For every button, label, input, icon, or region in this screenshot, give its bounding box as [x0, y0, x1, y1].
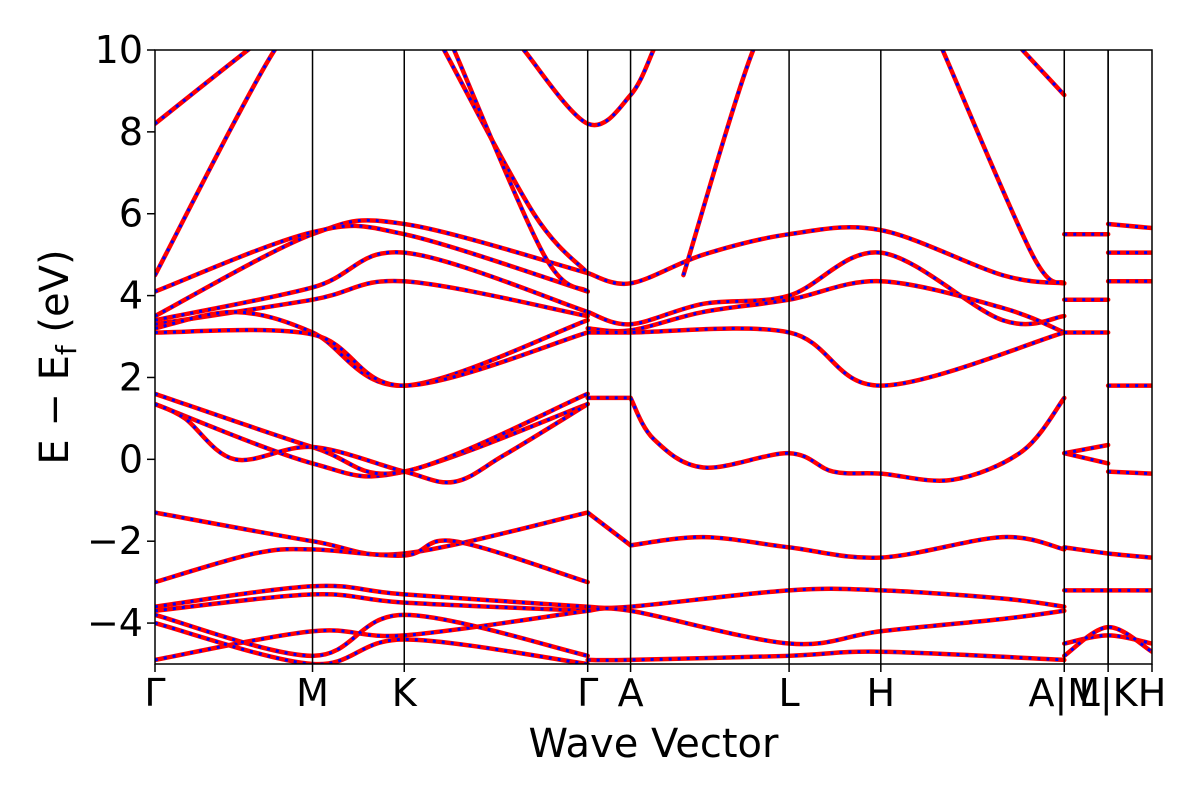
band-line-overlay [155, 218, 589, 318]
band-line [628, 534, 1067, 561]
band-line [628, 395, 1067, 483]
band-line-overlay [587, 251, 1065, 326]
x-tick-label: K [392, 671, 418, 715]
band-line-overlay [442, 50, 589, 275]
band-line [155, 620, 590, 664]
band-line [155, 50, 278, 278]
band-line [155, 510, 590, 557]
band-line-overlay [587, 587, 1065, 610]
band-line-overlay [1063, 443, 1109, 455]
x-axis-ticks: Γ M K Γ A L H A|ML|K H [144, 664, 1166, 716]
band-line-overlay [1107, 222, 1152, 230]
bands-layer [155, 50, 1152, 664]
y-tick-label: 0 [119, 437, 143, 481]
band-line-overlay [452, 50, 589, 293]
band-line-overlay [155, 224, 589, 293]
kpath-lines [311, 50, 1109, 664]
y-tick-label: 10 [95, 28, 143, 72]
band-line-overlay [155, 310, 589, 388]
band-line-overlay [1063, 633, 1152, 646]
band-line-overlay [155, 592, 588, 613]
band-line-overlay [155, 279, 588, 326]
band-line-overlay [941, 50, 1066, 285]
band-line-overlay [155, 584, 588, 609]
band-line-overlay [155, 613, 589, 658]
x-tick-label: A|M [1028, 671, 1100, 716]
x-tick-label: M [296, 671, 329, 715]
band-line-overlay [155, 50, 251, 125]
band-line [940, 50, 1067, 286]
band-line-overlay [1064, 545, 1152, 560]
plot-frame [154, 49, 1153, 665]
band-line [585, 224, 1067, 287]
band-line-overlay [630, 535, 1065, 560]
x-tick-label: L [779, 671, 800, 715]
band-line-overlay [587, 650, 1065, 662]
x-tick-label: L|K [1079, 671, 1139, 716]
band-line-overlay [522, 50, 655, 127]
band-line [521, 50, 656, 128]
band-line-overlay [1063, 451, 1109, 465]
band-line-overlay [155, 538, 589, 584]
band-line [585, 606, 1067, 647]
band-line-overlay [155, 328, 589, 388]
x-tick-label: H [1138, 671, 1167, 715]
band-line-overlay [587, 327, 1065, 388]
y-tick-label: −2 [87, 519, 143, 563]
x-tick-label: Γ [577, 671, 598, 715]
band-line-overlay [587, 606, 1065, 646]
y-tick-label: 2 [119, 355, 143, 399]
band-line-overlay [155, 621, 588, 664]
x-axis-title: Wave Vector [529, 721, 780, 767]
band-line [155, 391, 590, 477]
band-line [585, 326, 1067, 388]
band-line-overlay [1021, 50, 1066, 97]
band-line [155, 327, 590, 388]
y-tick-label: −4 [87, 601, 143, 645]
band-line [681, 50, 756, 278]
y-tick-label: 6 [119, 192, 143, 236]
band-line [585, 510, 633, 548]
x-tick-label: A [618, 671, 644, 715]
y-tick-label: 4 [119, 274, 143, 318]
x-tick-label: Γ [144, 671, 165, 715]
y-tick-label: 8 [119, 110, 143, 154]
band-line [155, 401, 590, 479]
y-axis-title: E − Ef (eV) [32, 249, 83, 464]
band-line-overlay [1108, 470, 1152, 476]
band-line-overlay [1063, 625, 1152, 658]
band-line-overlay [587, 279, 1065, 334]
band-line-overlay [155, 250, 589, 322]
band-line [155, 401, 590, 485]
band-line [155, 250, 590, 323]
band-line-overlay [155, 511, 589, 557]
x-tick-label: H [867, 671, 896, 715]
y-axis-ticks: −4 −2 0 2 4 6 8 10 [87, 28, 155, 645]
